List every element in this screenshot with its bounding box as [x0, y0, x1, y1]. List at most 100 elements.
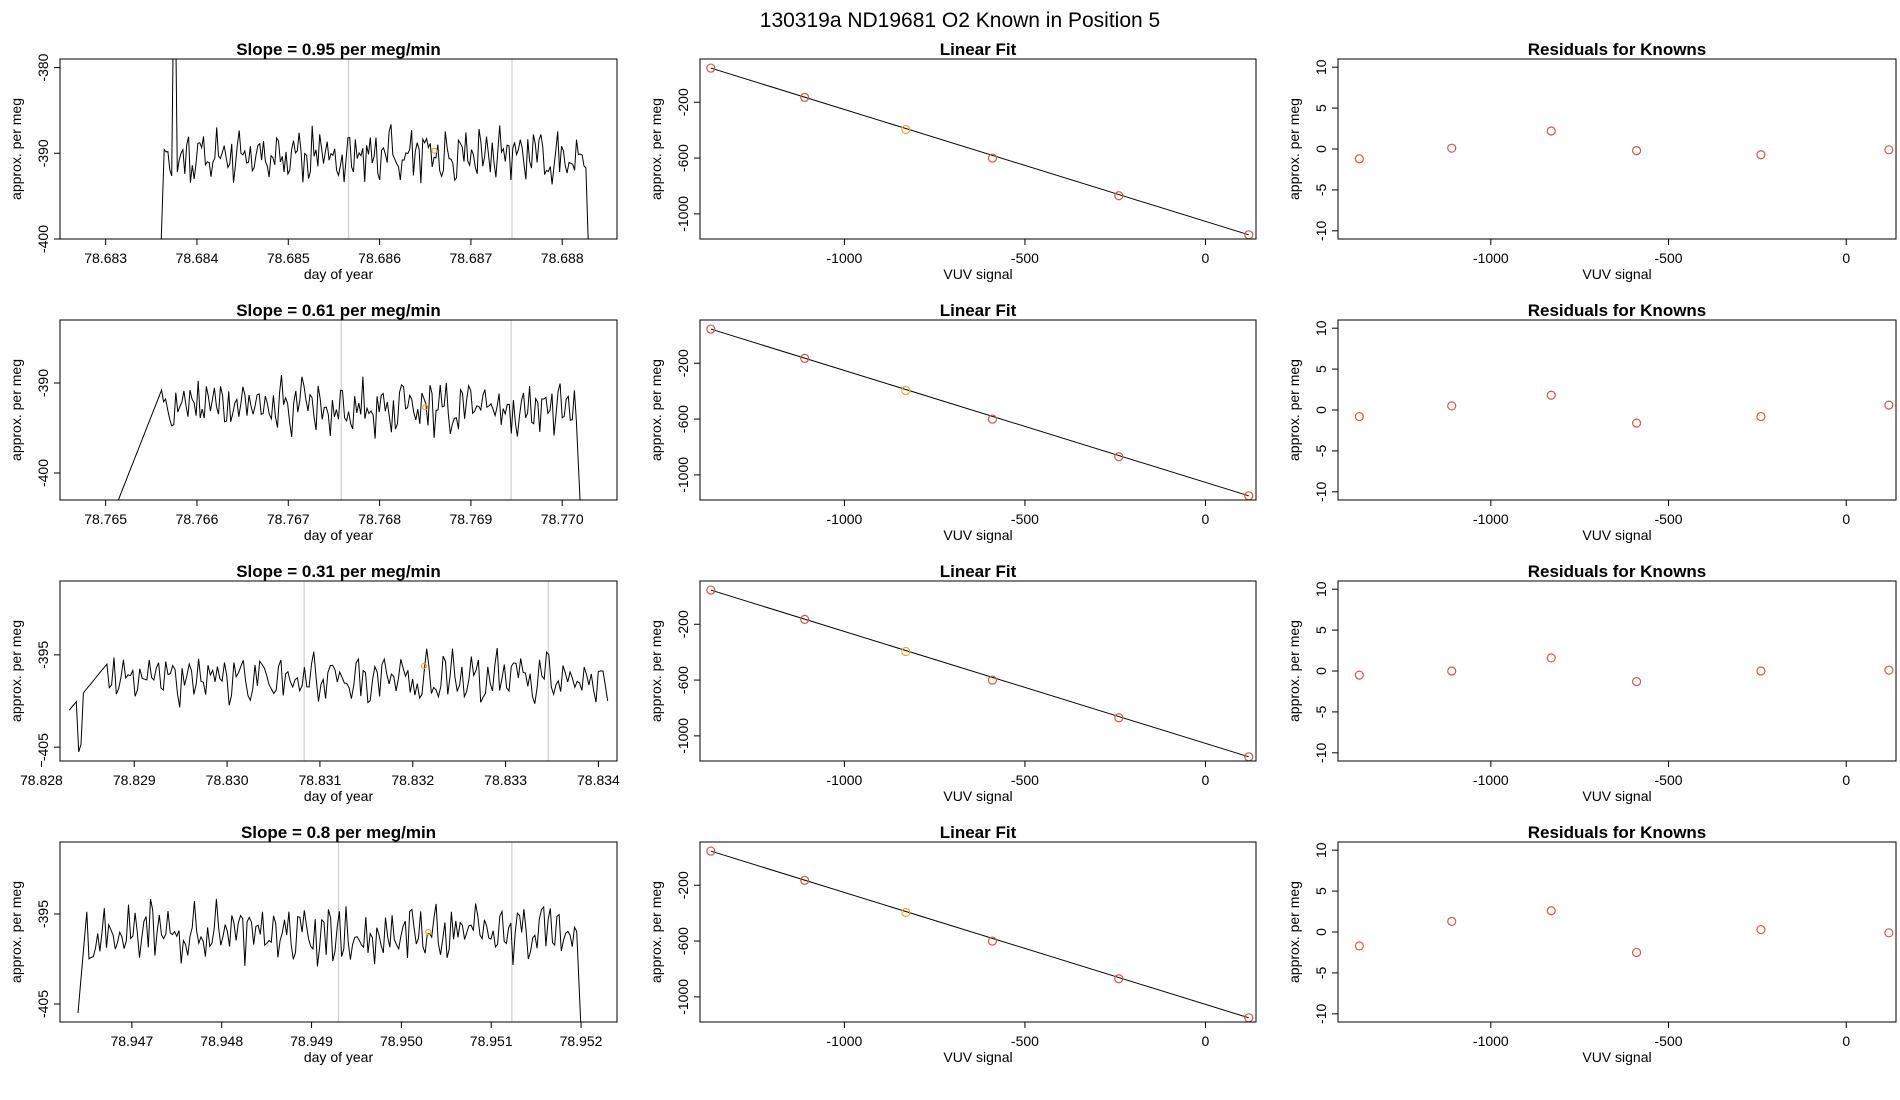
panel-title: Residuals for Knowns	[1528, 40, 1707, 59]
data-trace-line	[160, 59, 589, 239]
data-point	[1114, 974, 1124, 984]
x-tick-label: -1000	[1473, 511, 1509, 527]
y-tick-label: -10	[1313, 742, 1329, 762]
x-tick-label: 0	[1202, 250, 1210, 266]
y-tick-label: -395	[35, 641, 51, 669]
panel-frame	[699, 58, 1257, 240]
panel-frame	[59, 841, 618, 1023]
y-tick-label: -390	[35, 369, 51, 397]
y-tick-label: 5	[1313, 887, 1329, 895]
panel-3-1: Residuals for Knowns -1000 -500 0 -10 -5 0 5 10 V…	[1286, 40, 1897, 282]
x-tick-label: 78.769	[449, 511, 492, 527]
panel-frame	[699, 841, 1257, 1023]
y-tick-label: 10	[1313, 842, 1329, 858]
y-tick-label: -1000	[675, 979, 691, 1015]
panel-1-2: Slope = 0.61 per meg/min 78.765 78.766 78.7…	[8, 301, 618, 543]
x-tick-label: -500	[1011, 772, 1039, 788]
panel-title: Residuals for Knowns	[1528, 301, 1707, 320]
y-tick-label: -200	[675, 610, 691, 638]
fit-line	[710, 850, 1249, 1019]
data-point	[1756, 924, 1766, 935]
x-axis-title: VUV signal	[1582, 788, 1651, 804]
panel-title: Residuals for Knowns	[1528, 823, 1707, 842]
fit-line	[710, 67, 1249, 236]
panel-1-4: Slope = 0.8 per meg/min 78.947 78.948 78.94…	[8, 823, 618, 1065]
x-tick-label: -500	[1011, 250, 1039, 266]
x-tick-label: 78.828	[20, 772, 63, 788]
fit-line	[710, 328, 1249, 497]
x-tick-label: 78.768	[358, 511, 401, 527]
highlight-point	[431, 147, 438, 154]
data-point	[1546, 390, 1556, 400]
data-point	[1546, 906, 1556, 916]
y-axis-title: approx. per meg	[8, 620, 24, 722]
panel-2-1: Linear Fit -1000 -500 0 -1000 -600 -200 VUV sig…	[648, 40, 1257, 282]
y-axis-title: approx. per meg	[648, 881, 664, 983]
x-tick-label: 78.765	[84, 511, 127, 527]
x-axis-title: VUV signal	[943, 1049, 1012, 1065]
x-tick-label: 78.683	[84, 250, 127, 266]
x-tick-label: -500	[1011, 1033, 1039, 1049]
x-axis-title: day of year	[304, 1049, 374, 1065]
data-point	[987, 414, 998, 424]
x-axis-title: VUV signal	[943, 266, 1012, 282]
data-point	[1884, 928, 1894, 938]
x-tick-label: -1000	[827, 772, 863, 788]
highlight-point	[422, 404, 429, 411]
x-tick-label: 78.832	[391, 772, 434, 788]
data-point	[706, 63, 716, 73]
data-point	[1631, 677, 1642, 687]
x-axis-title: VUV signal	[1582, 266, 1651, 282]
x-tick-label: 0	[1202, 511, 1210, 527]
panel-title: Slope = 0.31 per meg/min	[236, 562, 441, 581]
panel-1-1: Slope = 0.95 per meg/min 78.683 78.684 78.6…	[8, 40, 618, 282]
data-point	[800, 614, 810, 624]
y-axis-title: approx. per meg	[8, 881, 24, 983]
y-tick-label: -1000	[675, 457, 691, 493]
x-tick-label: -1000	[827, 511, 863, 527]
data-point	[1884, 665, 1894, 675]
x-tick-label: 78.770	[541, 511, 584, 527]
panel-2-4: Linear Fit -1000 -500 0 -1000 -600 -200 VUV sig…	[648, 823, 1257, 1065]
x-tick-label: 78.952	[560, 1033, 603, 1049]
y-axis-title: approx. per meg	[1286, 98, 1302, 200]
panel-frame	[1337, 841, 1897, 1023]
x-tick-label: 78.687	[449, 250, 492, 266]
x-tick-label: 78.950	[380, 1033, 423, 1049]
y-tick-label: 10	[1313, 581, 1329, 597]
y-tick-label: -1000	[675, 718, 691, 754]
x-tick-label: 78.684	[176, 250, 219, 266]
x-tick-label: -500	[1655, 250, 1683, 266]
x-tick-label: -500	[1655, 772, 1683, 788]
y-tick-label: -5	[1313, 444, 1329, 457]
panel-frame	[1337, 319, 1897, 501]
y-axis-title: approx. per meg	[648, 620, 664, 722]
y-tick-label: 0	[1313, 145, 1329, 153]
y-tick-label: -600	[675, 405, 691, 433]
y-tick-label: 5	[1313, 104, 1329, 112]
x-tick-label: -500	[1011, 511, 1039, 527]
x-tick-label: 78.951	[470, 1033, 513, 1049]
data-point	[901, 124, 911, 135]
x-tick-label: 0	[1842, 772, 1850, 788]
y-tick-label: -390	[35, 139, 51, 167]
y-tick-label: 5	[1313, 626, 1329, 634]
data-point	[800, 875, 810, 885]
y-axis-title: approx. per meg	[8, 98, 24, 200]
data-point	[987, 153, 998, 163]
x-axis-title: VUV signal	[943, 527, 1012, 543]
data-point	[1631, 418, 1642, 428]
y-tick-label: -380	[35, 53, 51, 81]
panel-frame	[699, 580, 1257, 762]
data-point	[1354, 670, 1364, 680]
highlight-point	[420, 662, 428, 670]
panel-title: Linear Fit	[940, 562, 1017, 581]
y-tick-label: 0	[1313, 406, 1329, 414]
data-point	[1631, 146, 1642, 156]
x-tick-label: 78.686	[358, 250, 401, 266]
x-tick-label: -1000	[827, 250, 863, 266]
y-tick-label: -1000	[675, 196, 691, 232]
x-tick-label: -1000	[1473, 1033, 1509, 1049]
x-axis-title: day of year	[304, 266, 374, 282]
data-trace-line	[117, 375, 581, 500]
